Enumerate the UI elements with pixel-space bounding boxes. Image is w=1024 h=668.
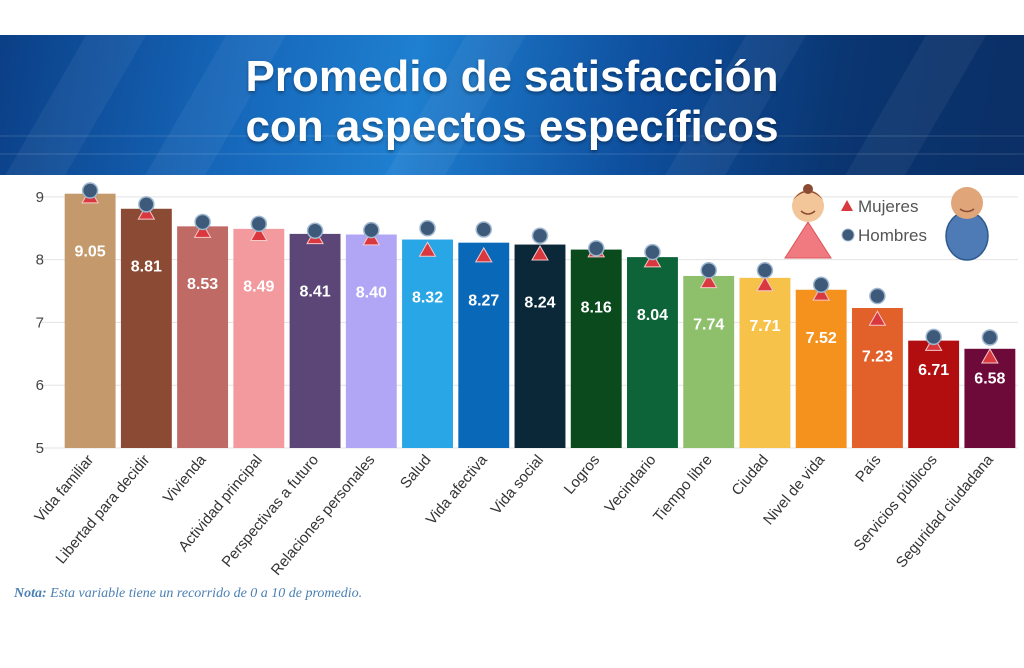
y-tick-label: 7: [36, 314, 44, 331]
x-tick-label: Vivienda: [160, 451, 210, 506]
hombres-marker: [756, 262, 774, 279]
x-tick-label: Relaciones personales: [268, 452, 379, 579]
bar-value-label: 6.71: [918, 362, 949, 379]
bar-value-label: 7.23: [862, 348, 893, 365]
footnote: Nota: Esta variable tiene un recorrido d…: [14, 586, 362, 602]
mujeres-marker: [418, 241, 437, 257]
bar: [739, 277, 791, 448]
woman-icon-hair: [793, 190, 823, 200]
mujeres-marker: [531, 244, 549, 261]
bar: [177, 226, 229, 448]
bar-value-label: 9.05: [75, 243, 106, 260]
bar: [402, 239, 453, 448]
woman-icon-body: [784, 221, 832, 259]
page-title: Promedio de satisfacción con aspectos es…: [0, 52, 1024, 152]
x-tick-label: Logros: [561, 452, 604, 498]
bar-value-label: 8.16: [581, 299, 612, 316]
bar-value-label: 8.24: [524, 294, 555, 311]
bar: [795, 289, 847, 448]
x-tick-label: Ciudad: [728, 452, 772, 499]
hombres-marker: [869, 287, 886, 305]
hombres-marker: [306, 222, 324, 239]
bar-value-label: 8.04: [637, 307, 668, 324]
y-tick-label: 6: [36, 377, 44, 394]
bar: [289, 233, 341, 448]
bar: [570, 249, 622, 448]
mujeres-marker: [812, 285, 831, 301]
bar-value-label: 8.81: [131, 259, 162, 276]
x-tick-label: Vecindario: [601, 452, 659, 517]
footnote-text: Esta variable tiene un recorrido de 0 a …: [46, 586, 363, 601]
x-tick-label: Tiempo libre: [650, 452, 716, 526]
woman-icon-smile: [800, 210, 816, 215]
man-icon-head: [951, 187, 983, 219]
bar: [233, 228, 285, 448]
bar: [964, 348, 1016, 448]
legend-label-hombres: Hombres: [858, 226, 927, 245]
y-tick-label: 8: [36, 252, 44, 269]
title-line-2: con aspectos específicos: [245, 102, 779, 151]
bar-value-label: 7.71: [749, 318, 780, 335]
y-tick-label: 9: [36, 189, 44, 206]
mujeres-marker: [868, 310, 887, 326]
hombres-marker: [250, 215, 268, 233]
bar: [514, 244, 566, 448]
hombres-marker: [587, 240, 605, 257]
legend-label-mujeres: Mujeres: [858, 197, 918, 216]
hombres-marker: [925, 328, 942, 346]
bar-value-label: 8.41: [299, 284, 330, 301]
hombres-marker: [363, 221, 380, 239]
bar-value-label: 8.49: [243, 279, 274, 296]
mujeres-marker: [474, 246, 493, 263]
x-tick-label: Vida social: [488, 452, 547, 518]
bar: [851, 307, 903, 448]
hombres-marker: [812, 276, 830, 293]
bar: [908, 340, 960, 448]
mujeres-marker: [249, 225, 268, 242]
bar-value-label: 7.74: [693, 316, 724, 333]
mujeres-marker: [699, 272, 718, 289]
bar-value-label: 8.27: [468, 292, 499, 309]
hombres-marker: [138, 196, 155, 213]
title-line-1: Promedio de satisfacción: [245, 52, 779, 101]
footnote-label: Nota:: [14, 586, 47, 601]
hombres-marker: [194, 213, 211, 231]
x-tick-label: Seguridad ciudadana: [893, 451, 998, 571]
hombres-marker: [700, 262, 717, 279]
x-tick-label: País: [852, 452, 884, 486]
hombres-marker: [81, 182, 99, 199]
bar: [120, 208, 172, 448]
bar: [458, 242, 510, 448]
mujeres-marker: [981, 347, 999, 364]
hombres-marker: [419, 219, 436, 237]
legend-triangle-icon: [841, 200, 853, 211]
man-icon-body: [945, 211, 989, 261]
legend-circle-icon: [841, 228, 855, 242]
bar-value-label: 8.32: [412, 289, 443, 306]
legend: Mujeres Hombres: [784, 184, 989, 261]
bar-value-label: 7.52: [806, 330, 837, 347]
woman-icon-head: [792, 190, 824, 222]
x-tick-label: Libertad para decidir: [52, 452, 153, 568]
woman-icon-bun: [803, 184, 813, 194]
x-tick-label: Salud: [397, 452, 435, 492]
hombres-marker: [475, 221, 493, 238]
bar: [683, 275, 735, 448]
x-tick-label: Perspectivas a futuro: [219, 452, 323, 571]
bar-value-label: 8.40: [356, 284, 387, 301]
man-icon-smile: [959, 208, 975, 213]
y-tick-label: 5: [36, 440, 44, 457]
bar: [64, 193, 116, 448]
hombres-marker: [644, 243, 661, 261]
mujeres-marker: [193, 222, 212, 238]
hombres-marker: [531, 227, 549, 245]
bar-value-label: 6.58: [974, 370, 1005, 387]
bar: [345, 234, 397, 448]
bar: [627, 257, 678, 448]
mujeres-marker: [756, 275, 774, 292]
bar-value-label: 8.53: [187, 276, 218, 293]
title-banner: [0, 35, 1024, 175]
hombres-marker: [981, 329, 999, 346]
